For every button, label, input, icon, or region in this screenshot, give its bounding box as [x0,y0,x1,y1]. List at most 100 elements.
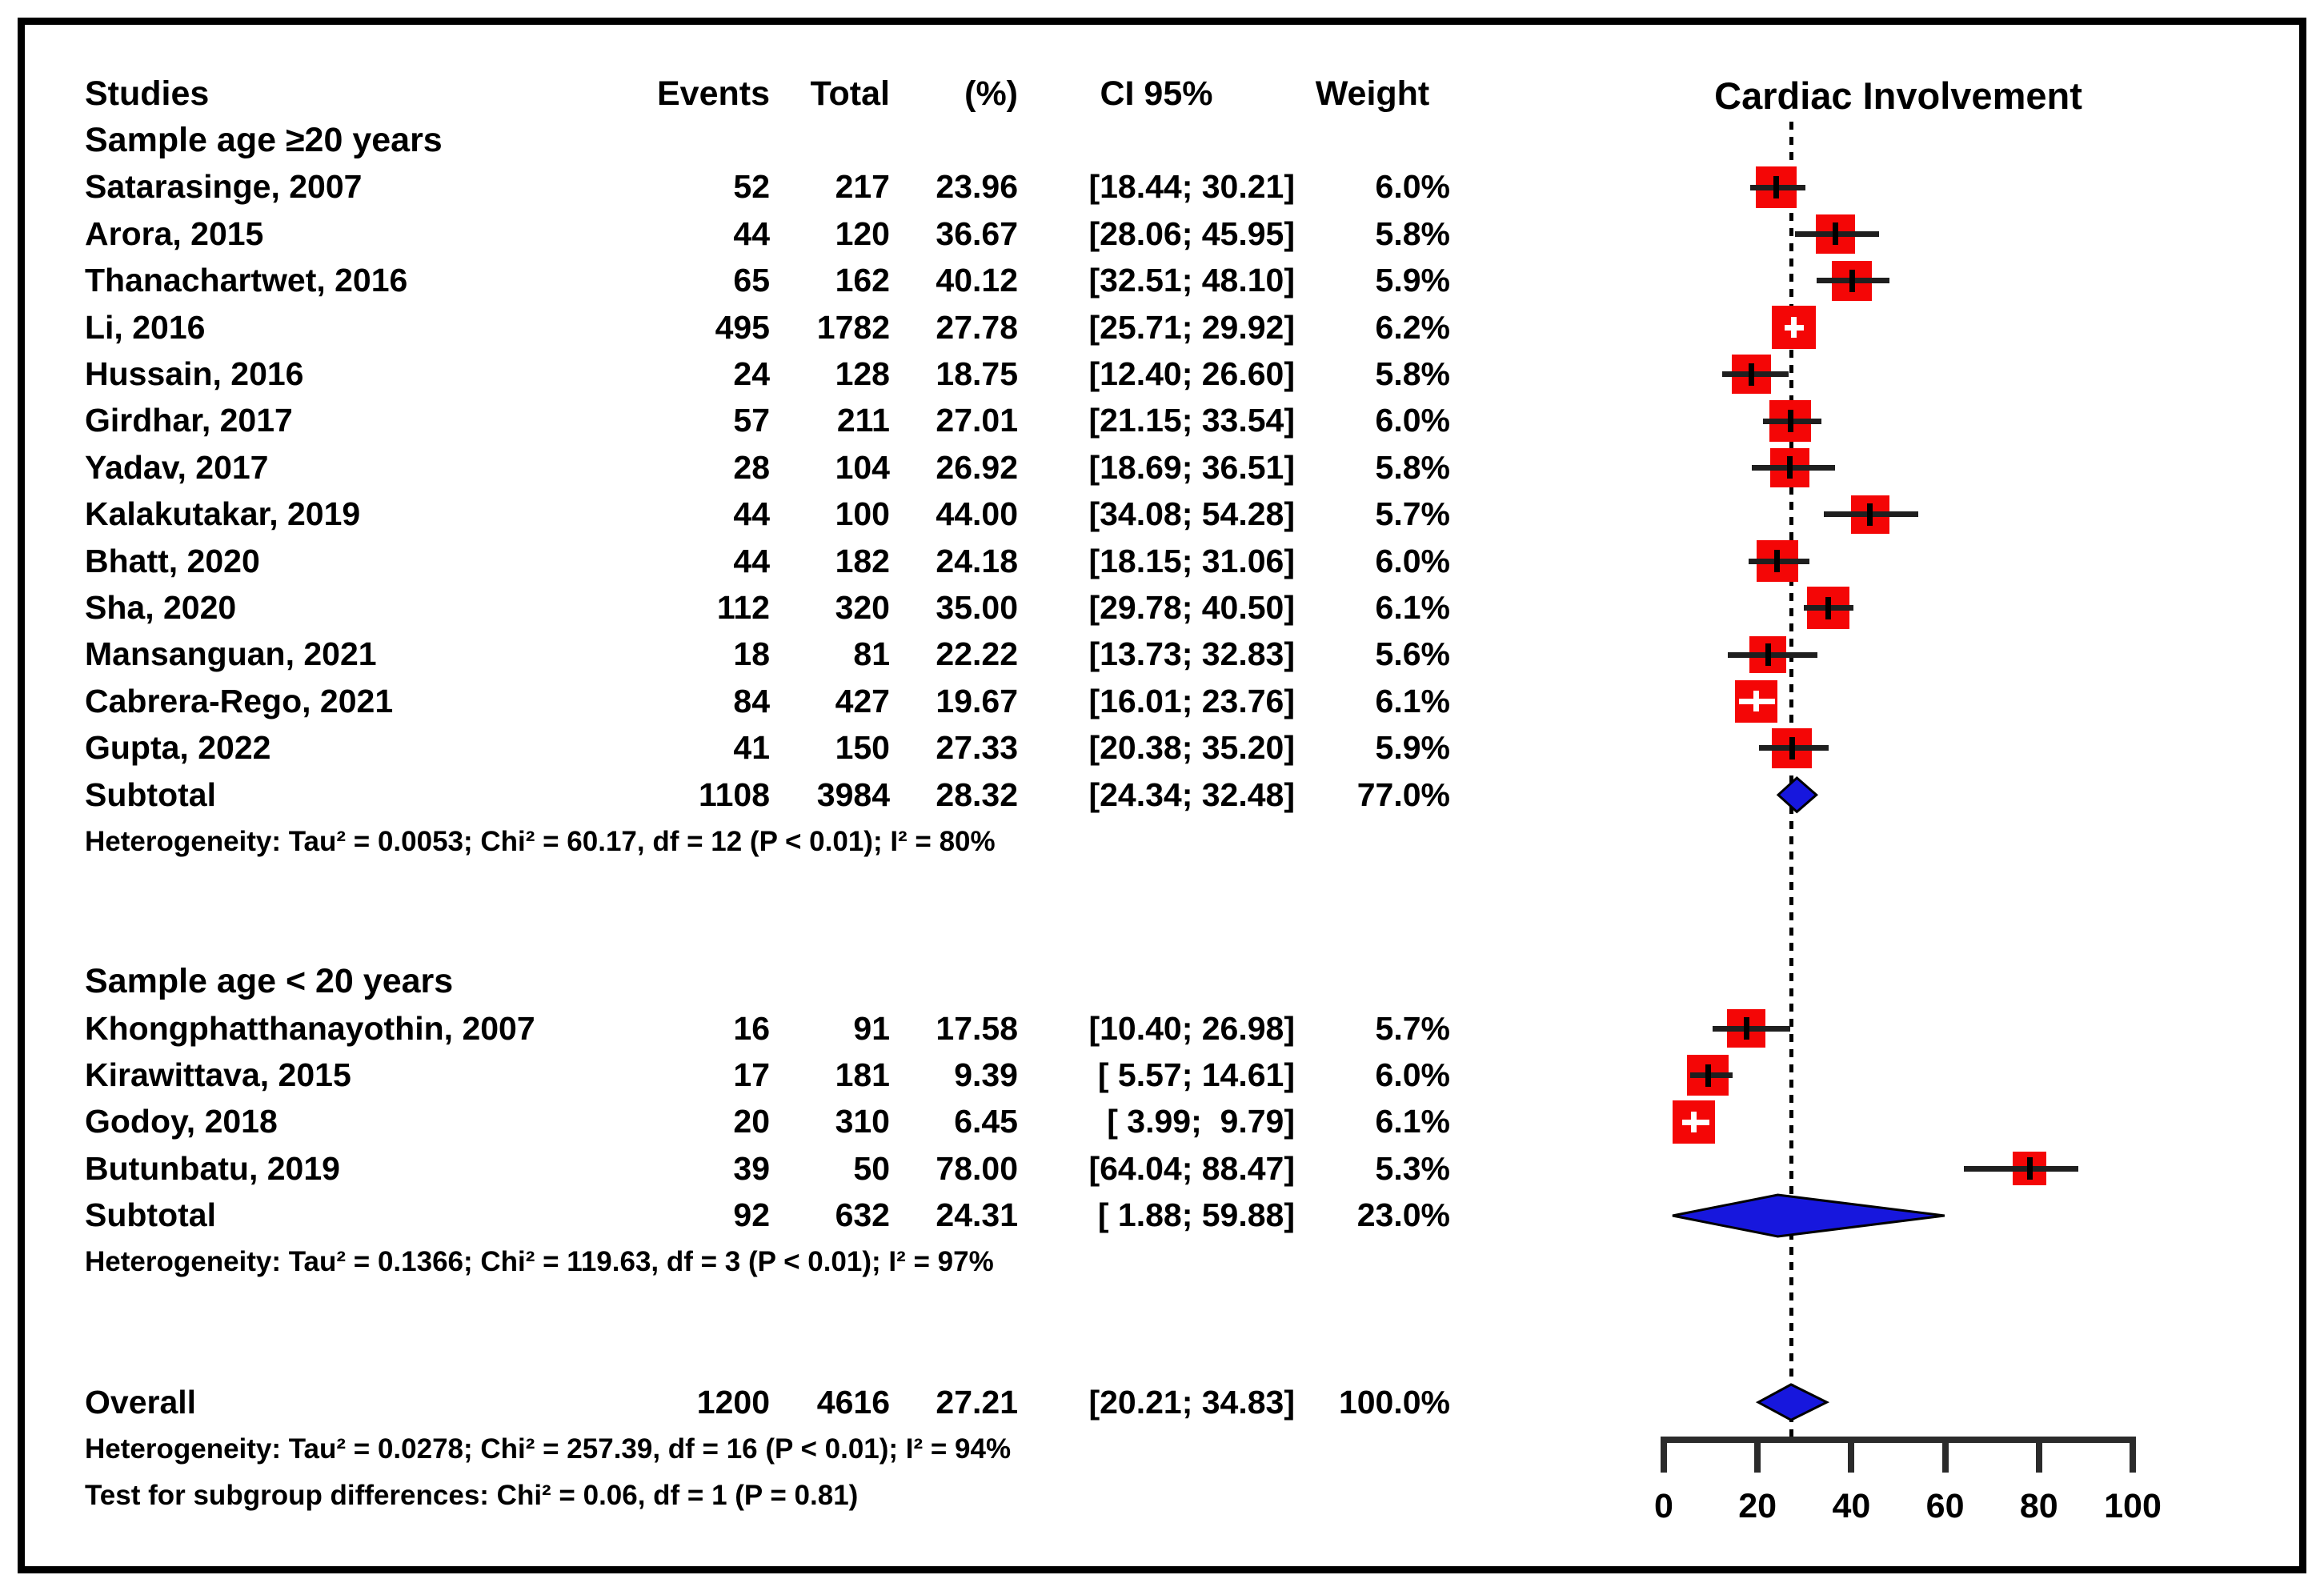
weight-value: 5.3% [1375,1149,1450,1187]
ci-whisker [1964,1165,2079,1172]
heterogeneity-row: Heterogeneity: Tau² = 0.1366; Chi² = 119… [0,1239,2324,1285]
ci-whisker [1712,1025,1791,1032]
percent-value: 18.75 [936,355,1018,393]
study-name: Yadav, 2017 [85,448,269,486]
study-row: Satarasinge, 2007 52 217 23.96 [18.44; 30.21… [0,164,2324,210]
weight-value: 5.9% [1375,262,1450,299]
x-axis-tick [1848,1437,1855,1473]
studies-header: Studies [85,74,210,113]
ci-value: [20.38; 35.20] [1088,729,1295,767]
study-name: Godoy, 2018 [85,1103,278,1140]
weight-value: 5.7% [1375,495,1450,533]
ci-value: [ 5.57; 14.61] [1097,1056,1295,1093]
point-estimate-tick [1825,596,1831,619]
ci-value: [64.04; 88.47] [1088,1149,1295,1187]
weight-value: 6.1% [1375,1103,1450,1140]
percent-value: 22.22 [936,635,1018,673]
subgroup-test-row: Test for subgroup differences: Chi² = 0.… [0,1473,2324,1519]
x-axis-label: 80 [2019,1487,2058,1525]
study-name: Arora, 2015 [85,214,264,252]
point-estimate-tick [2026,1157,2033,1180]
total-value: 217 [835,168,890,206]
heterogeneity-text: Heterogeneity: Tau² = 0.0053; Chi² = 60.… [85,825,996,857]
ci-whisker [1689,1072,1733,1079]
percent-value: 17.58 [936,1009,1018,1047]
ci-value: [18.69; 36.51] [1088,448,1295,486]
point-estimate-tick [1743,1017,1749,1040]
study-name: Mansanguan, 2021 [85,635,377,673]
weight-value: 100.0% [1338,1383,1450,1421]
total-value: 150 [835,729,890,767]
percent-value: 40.12 [936,262,1018,299]
total-value: 4616 [816,1383,890,1421]
percent-value: 27.78 [936,308,1018,346]
events-value: 44 [733,214,770,252]
study-row: Cabrera-Rego, 2021 84 427 19.67 [16.01; 23.7… [0,678,2324,724]
weight-value: 5.6% [1375,635,1450,673]
x-axis-tick [1941,1437,1949,1473]
ci-value: [13.73; 32.83] [1088,635,1295,673]
percent-value: 78.00 [936,1149,1018,1187]
events-value: 41 [733,729,770,767]
subgroup-label: Sample age ≥20 years [85,121,443,160]
percent-value: 6.45 [954,1103,1018,1140]
events-value: 39 [733,1149,770,1187]
x-axis-label: 0 [1654,1487,1673,1525]
total-value: 427 [835,682,890,719]
overall-heterogeneity-text: Heterogeneity: Tau² = 0.0278; Chi² = 257… [85,1433,1012,1465]
total-value: 104 [835,448,890,486]
overall-row: Overall 1200 4616 27.21 [20.21; 34.83] 100.0% [0,1379,2324,1425]
total-value: 182 [835,542,890,579]
ci-value: [ 1.88; 59.88] [1097,1196,1295,1234]
percent-value: 19.67 [936,682,1018,719]
weight-value: 5.7% [1375,1009,1450,1047]
events-value: 17 [733,1056,770,1093]
total-value: 120 [835,214,890,252]
ci-value: [12.40; 26.60] [1088,355,1295,393]
weight-value: 5.8% [1375,214,1450,252]
percent-value: 24.18 [936,542,1018,579]
percent-value: 36.67 [936,214,1018,252]
total-value: 3984 [816,775,890,813]
point-estimate-tick [1849,269,1855,292]
study-row: Sha, 2020 112 320 35.00 [29.78; 40.50] 6.1% [0,584,2324,631]
events-value: 495 [715,308,770,346]
overall-heterogeneity-row: Heterogeneity: Tau² = 0.0278; Chi² = 257… [0,1425,2324,1472]
reference-line [1789,122,1793,1437]
weight-value: 6.0% [1375,168,1450,206]
study-name: Subtotal [85,1196,216,1234]
events-value: 1200 [696,1383,770,1421]
study-name: Khongphatthanayothin, 2007 [85,1009,535,1047]
ci-value: [20.21; 34.83] [1088,1383,1295,1421]
study-name: Li, 2016 [85,308,206,346]
ci-value: [18.44; 30.21] [1088,168,1295,206]
ci-value: [28.06; 45.95] [1088,214,1295,252]
percent-header: (%) [964,74,1018,113]
total-value: 50 [853,1149,890,1187]
ci-whisker [1728,651,1818,658]
study-name: Butunbatu, 2019 [85,1149,340,1187]
x-axis-tick [1754,1437,1761,1473]
ci-value: [25.71; 29.92] [1088,308,1295,346]
weight-value: 23.0% [1356,1196,1450,1234]
x-axis-label: 60 [1925,1487,1965,1525]
percent-value: 9.39 [954,1056,1018,1093]
events-value: 18 [733,635,770,673]
percent-value: 35.00 [936,588,1018,626]
total-value: 162 [835,262,890,299]
total-header: Total [810,74,890,113]
figure-frame [18,18,2306,1573]
percent-value: 28.32 [936,775,1018,813]
study-name: Cabrera-Rego, 2021 [85,682,394,719]
subtotal-row: Subtotal 92 632 24.31 [ 1.88; 59.88] 23.0% [0,1192,2324,1238]
percent-value: 27.01 [936,402,1018,439]
summary-diamond [1756,1383,1830,1422]
weight-value: 77.0% [1356,775,1450,813]
x-axis [1661,1437,2136,1443]
point-estimate-tick [1753,691,1759,712]
point-estimate-tick [1791,317,1797,339]
weight-value: 5.9% [1375,729,1450,767]
ci-value: [21.15; 33.54] [1088,402,1295,439]
weight-header: Weight [1315,74,1430,113]
ci-whisker [1721,371,1789,378]
